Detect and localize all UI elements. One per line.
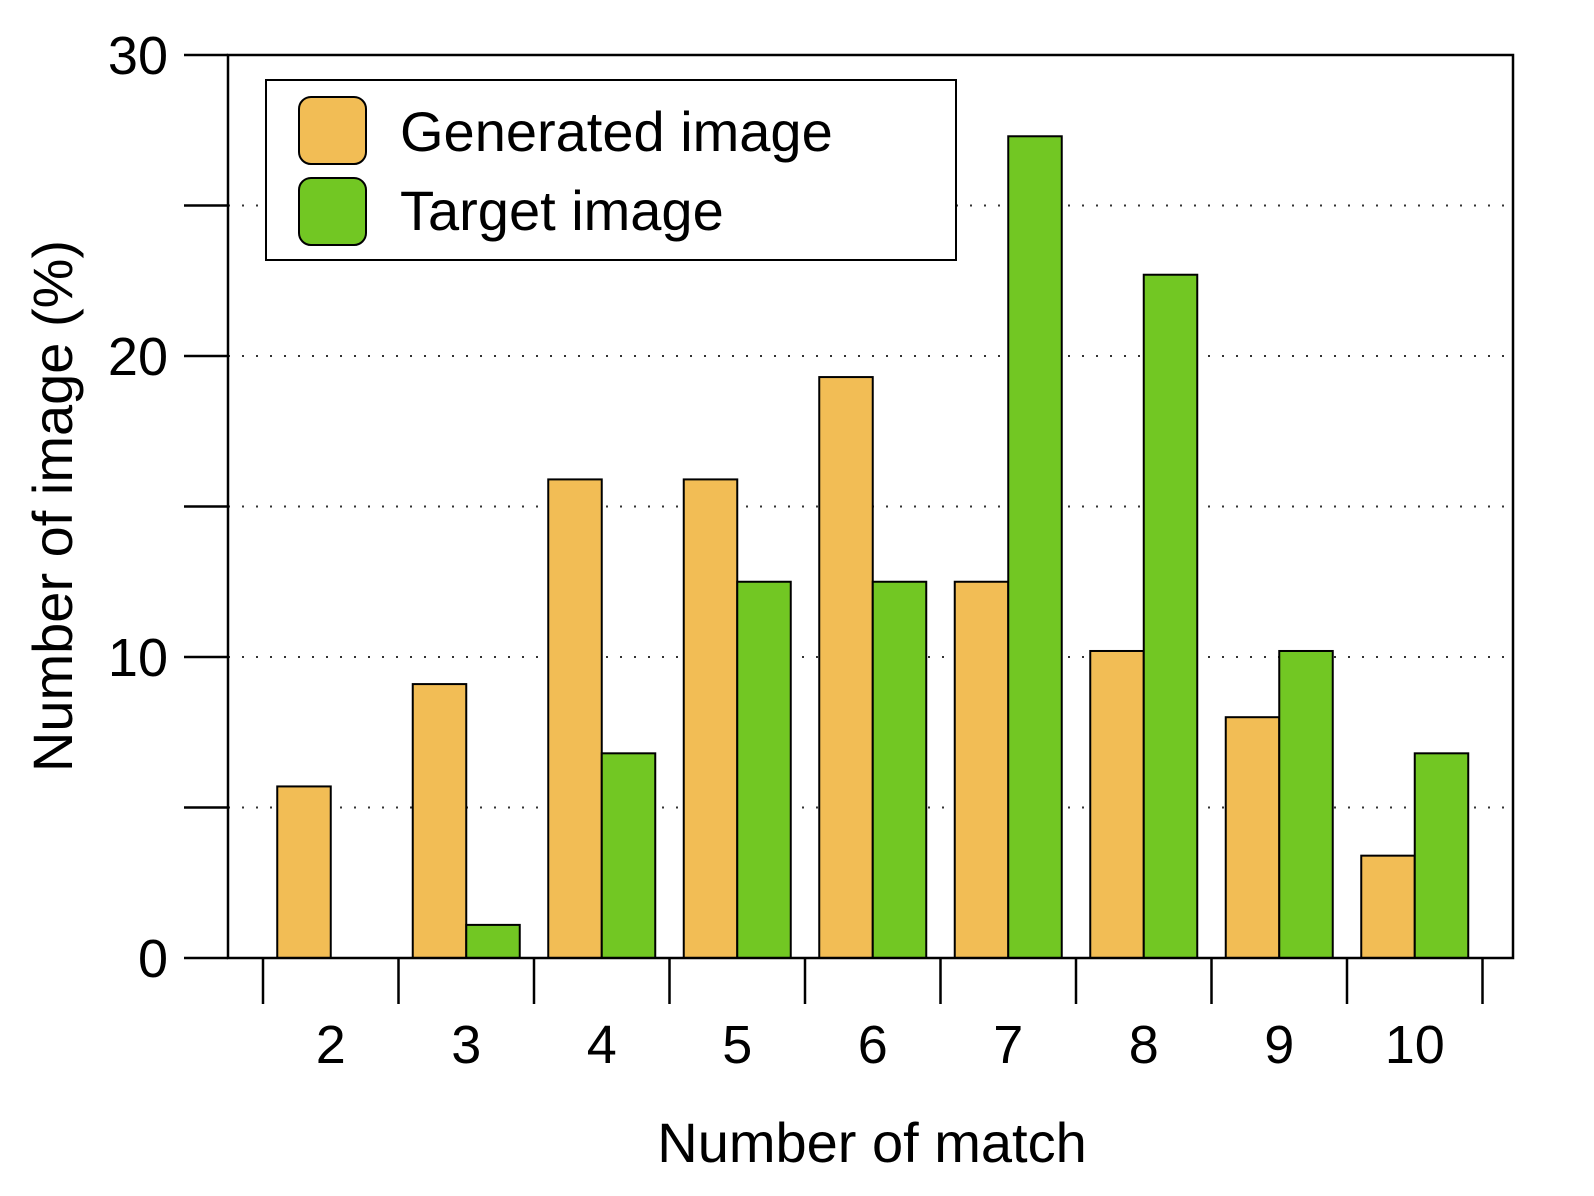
legend: Generated image Target image bbox=[265, 79, 957, 261]
bar-target-7 bbox=[1007, 135, 1063, 959]
axes: 0 10 20 30 2 3 4 5 6 7 8 9 10 bbox=[108, 26, 1484, 1075]
bar-target-3 bbox=[465, 923, 521, 960]
bar-generated-7 bbox=[953, 580, 1010, 959]
x-tick-label: 9 bbox=[1264, 1015, 1294, 1075]
bar-target-8 bbox=[1142, 273, 1199, 960]
bar-generated-8 bbox=[1089, 649, 1145, 959]
bar-generated-9 bbox=[1224, 716, 1281, 960]
bar-target-6 bbox=[871, 580, 928, 959]
bar-target-9 bbox=[1278, 649, 1334, 959]
bar-generated-5 bbox=[682, 478, 739, 959]
x-tick-label: 6 bbox=[858, 1015, 888, 1075]
bars bbox=[276, 135, 1470, 960]
legend-swatch-target bbox=[298, 177, 367, 246]
x-tick-label: 5 bbox=[722, 1015, 752, 1075]
legend-label-generated: Generated image bbox=[400, 100, 833, 163]
y-tick-label: 20 bbox=[108, 327, 168, 387]
legend-swatch-generated bbox=[298, 96, 367, 165]
x-tick-label: 4 bbox=[587, 1015, 617, 1075]
bar-target-5 bbox=[736, 580, 792, 959]
x-tick-label: 2 bbox=[316, 1015, 346, 1075]
x-tick-label: 7 bbox=[993, 1015, 1023, 1075]
bar-generated-3 bbox=[411, 683, 468, 960]
y-tick-label: 0 bbox=[138, 929, 168, 989]
bar-generated-4 bbox=[547, 478, 603, 959]
bar-generated-10 bbox=[1360, 854, 1416, 959]
bar-target-4 bbox=[600, 752, 657, 959]
x-tick-label: 10 bbox=[1385, 1015, 1445, 1075]
bar-target-10 bbox=[1413, 752, 1470, 959]
x-tick-label: 3 bbox=[451, 1015, 481, 1075]
y-tick-label: 30 bbox=[108, 26, 168, 86]
y-tick-label: 10 bbox=[108, 628, 168, 688]
legend-box bbox=[265, 79, 957, 261]
bar-generated-2 bbox=[276, 785, 332, 959]
bar-generated-6 bbox=[818, 376, 874, 959]
x-axis-label: Number of match bbox=[657, 1111, 1087, 1174]
legend-label-target: Target image bbox=[400, 179, 724, 242]
x-tick-label: 8 bbox=[1129, 1015, 1159, 1075]
y-axis-label: Number of image (%) bbox=[21, 240, 84, 772]
